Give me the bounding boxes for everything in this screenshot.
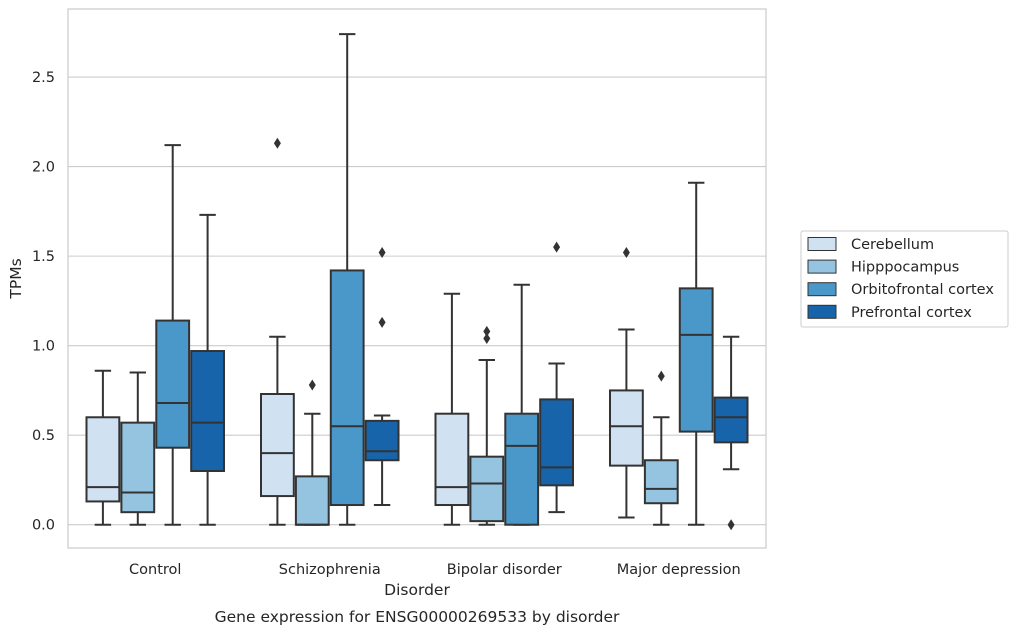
x-tick-label: Control [129, 562, 181, 578]
outlier-point [378, 247, 386, 259]
legend: Cerebellum Hipppocampus Orbitofrontal cort… [800, 230, 1009, 328]
legend-label: Hipppocampus [851, 260, 959, 276]
box [504, 283, 540, 526]
y-tick-label: 1.0 [32, 339, 55, 355]
y-axis-label: TPMs [7, 258, 25, 299]
outlier-point [308, 379, 316, 391]
box-iqr [608, 389, 644, 467]
box-iqr [294, 475, 330, 526]
box [85, 369, 121, 526]
legend-swatch [807, 282, 837, 297]
outlier-point [378, 316, 386, 328]
x-tick-label: Schizophrenia [279, 562, 381, 578]
box-iqr [539, 398, 575, 487]
box [713, 335, 749, 531]
box-iqr [120, 421, 156, 514]
box-iqr [643, 459, 679, 505]
box-iqr [469, 455, 505, 523]
box-iqr [504, 412, 540, 526]
box-iqr [434, 412, 470, 507]
legend-label: Orbitofrontal cortex [851, 282, 994, 298]
box-iqr [259, 393, 295, 498]
x-tick-labels: Control Schizophrenia Bipolar disorder Majo… [129, 562, 741, 578]
legend-swatch [807, 259, 837, 274]
y-tick-label: 2.5 [32, 70, 55, 86]
box-iqr [678, 287, 714, 433]
outlier-point [727, 519, 735, 531]
box-plot-series [85, 33, 749, 531]
box [329, 33, 365, 526]
outlier-point [483, 325, 491, 337]
box-iqr [190, 350, 226, 472]
box [434, 292, 470, 526]
box [643, 370, 679, 526]
box [190, 213, 226, 526]
box [120, 371, 156, 526]
x-tick-label: Major depression [617, 562, 741, 578]
y-tick-label: 2.0 [32, 160, 55, 176]
legend-frame [800, 230, 1009, 328]
box-iqr [329, 269, 365, 507]
y-tick-labels: 0.0 0.5 1.0 1.5 2.0 2.5 [32, 70, 55, 534]
y-tick-label: 1.5 [32, 249, 55, 265]
plot-frame [67, 8, 767, 549]
box-iqr [85, 416, 121, 503]
legend-label: Cerebellum [851, 237, 934, 253]
box [608, 247, 644, 519]
chart-caption: Gene expression for ENSG00000269533 by d… [215, 608, 620, 626]
box [259, 137, 295, 526]
y-tick-label: 0.0 [32, 518, 55, 534]
box [469, 325, 505, 526]
outlier-point [622, 247, 630, 259]
box [155, 144, 191, 526]
x-axis-label: Disorder [384, 581, 450, 599]
legend-swatch [807, 304, 837, 319]
legend-label: Prefrontal cortex [851, 305, 972, 321]
legend-swatch [807, 237, 837, 251]
box [678, 181, 714, 526]
box-iqr [155, 319, 191, 449]
outlier-point [657, 370, 665, 382]
box-iqr [713, 396, 749, 444]
box [364, 247, 400, 507]
box [294, 379, 330, 526]
box [539, 241, 575, 514]
x-tick-label: Bipolar disorder [447, 562, 562, 578]
outlier-point [273, 137, 281, 149]
box-iqr [364, 419, 400, 462]
y-tick-label: 0.5 [32, 428, 55, 444]
outlier-point [553, 241, 561, 253]
outlier-point [483, 332, 491, 344]
